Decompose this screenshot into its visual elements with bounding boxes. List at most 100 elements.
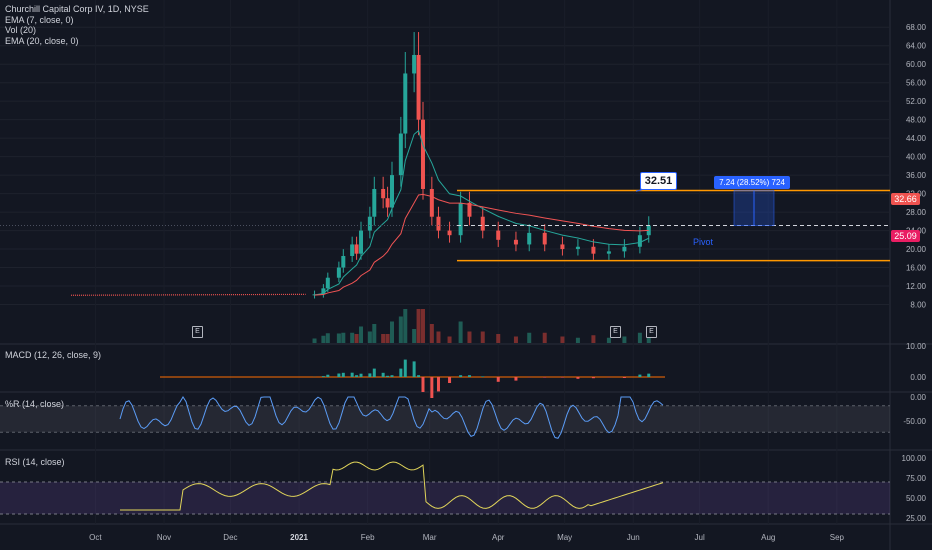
candle-body [606,251,611,254]
price-axis-label: 36.00 [906,171,927,180]
volume-bar [429,324,434,343]
time-axis-label: Jul [695,533,705,542]
macd-histogram-bar [576,377,580,379]
candle-body [354,244,359,254]
price-axis-label: 20.00 [906,245,927,254]
pivot-label: Pivot [693,237,714,247]
price-axis-label: 44.00 [906,134,927,143]
price-axis-label: 40.00 [906,153,927,162]
volume-bar [321,335,326,343]
volume-bar [398,316,403,343]
candle-body [591,246,596,254]
volume-bar [637,332,642,343]
macd-histogram-bar [321,376,325,377]
candle-body [542,232,547,245]
legend-volume[interactable]: Vol (20) [5,25,37,35]
volume-bar [367,331,372,343]
volume-bar [325,333,330,343]
candle-body [480,216,485,231]
volume-bar [385,334,390,343]
volume-bar [341,332,346,343]
candle-body [372,188,377,217]
macd-histogram-bar [372,368,376,377]
candle-body [403,73,408,134]
macd-histogram-bar [647,373,651,377]
legend-ema20[interactable]: EMA (20, close, 0) [5,35,79,46]
earnings-marker[interactable]: E [610,326,621,338]
volume-bar [496,334,501,343]
macd-legend[interactable]: MACD (12, 26, close, 9) [5,350,102,360]
symbol-title[interactable]: Churchill Capital Corp IV, 1D, NYSE [5,4,149,14]
price-axis-label: 12.00 [906,282,927,291]
volume-bar [458,321,463,343]
volume-bar [403,309,408,343]
macd-histogram-bar [467,375,471,377]
macd-histogram-bar [638,374,642,377]
price-axis-label: 60.00 [906,60,927,69]
price-axis-label: 64.00 [906,42,927,51]
time-axis-label: Aug [761,533,775,542]
candle-body [341,255,346,268]
volume-bar [416,309,421,343]
price-axis-label: 28.00 [906,208,927,217]
candle-body [381,188,386,199]
price-axis-label: 52.00 [906,97,927,106]
volume-bar [560,336,565,343]
volume-bar [372,324,377,343]
macd-histogram-bar [359,373,363,377]
ema20-line [314,193,649,296]
candle-body [350,244,355,256]
volume-bar [412,329,417,343]
earnings-marker[interactable]: E [192,326,203,338]
candle-body [385,198,390,208]
volume-bar [359,326,364,343]
price-axis-label: 48.00 [906,116,927,125]
legend-ema7[interactable]: EMA (7, close, 0) [5,14,74,25]
macd-histogram-bar [350,372,354,377]
willr-axis-label: 0.00 [910,393,926,402]
price-axis-label: 68.00 [906,23,927,32]
macd-axis-label: 10.00 [906,342,927,351]
ema7-line [314,129,649,296]
time-axis-label: May [557,533,572,542]
macd-histogram-bar [560,377,564,378]
time-axis-label: 2021 [290,533,308,542]
willr-axis-label: -50.00 [903,417,926,426]
time-axis-label: Nov [157,533,171,542]
earnings-marker[interactable]: E [646,326,657,338]
candle-body [359,230,364,254]
volume-bar [542,332,547,343]
candle-body [637,235,642,247]
time-axis-label: Mar [423,533,437,542]
candle-body [325,277,330,289]
volume-bar [420,309,425,343]
price-axis-label: 8.00 [910,301,926,310]
macd-histogram-bar [448,377,452,383]
time-axis-label: Apr [492,533,505,542]
candle-body [420,119,425,189]
macd-histogram-bar [622,377,626,378]
macd-histogram-bar [381,372,385,377]
candle-body [412,54,417,74]
volume-bar [354,334,359,343]
rsi-axis-label: 75.00 [906,474,927,483]
measure-label[interactable]: 7.24 (28.52%) 724 [714,176,790,189]
candle-body [447,230,452,236]
rsi-axis-label: 50.00 [906,494,927,503]
candle-body [575,246,580,250]
volume-bar [622,336,627,343]
candle-body [390,175,394,208]
price-callout[interactable]: 32.51 [640,172,677,190]
rsi-legend[interactable]: RSI (14, close) [5,457,65,467]
macd-histogram-bar [355,375,359,377]
macd-histogram-bar [386,375,390,377]
rsi-band [0,482,890,514]
price-axis-label: 16.00 [906,264,927,273]
candle-body [622,246,627,252]
volume-bar [646,333,651,343]
willr-legend[interactable]: %R (14, close) [5,399,65,409]
candle-body [367,216,372,231]
macd-histogram-bar [436,377,440,392]
macd-histogram-bar [368,373,372,377]
